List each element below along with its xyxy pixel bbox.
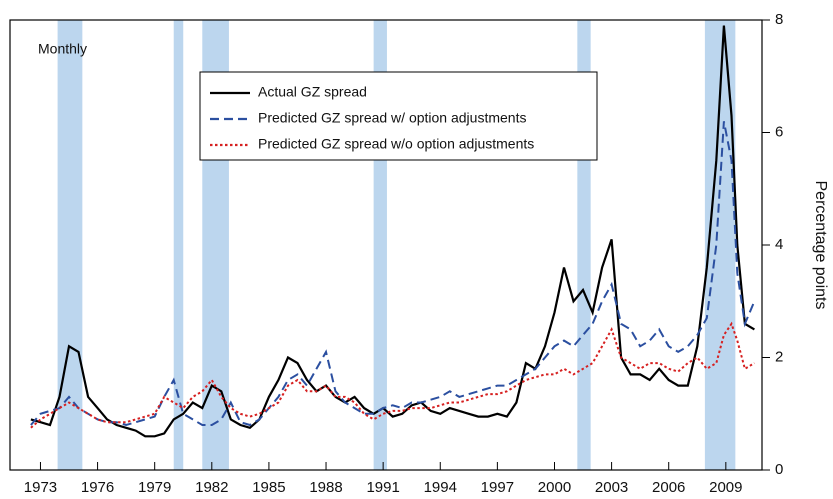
recession-band (173, 20, 184, 470)
recession-band (57, 20, 83, 470)
series-line (30, 321, 755, 429)
y-tick-label: 6 (775, 123, 783, 140)
x-tick-label: 1991 (366, 479, 399, 496)
lines-layer (30, 25, 756, 438)
y-tick-label: 0 (775, 461, 783, 478)
series-line (30, 121, 756, 427)
y-tick-label: 8 (775, 11, 783, 28)
x-tick-label: 1976 (81, 479, 114, 496)
x-tick-label: 1997 (481, 479, 514, 496)
annotation: Monthly (38, 41, 87, 57)
x-tick-label: 2000 (538, 479, 571, 496)
legend: Actual GZ spread Predicted GZ spread w/ o… (199, 71, 598, 161)
legend-label: Predicted GZ spread w/o option adjustmen… (258, 136, 534, 152)
x-tick-label: 2009 (709, 479, 742, 496)
y-axis-label: Percentage points (812, 181, 829, 310)
x-tick-label: 1994 (424, 479, 457, 496)
x-tick-label: 2003 (595, 479, 628, 496)
x-tick-label: 1973 (24, 479, 57, 496)
x-tick-label: 1979 (138, 479, 171, 496)
x-tick-label: 1985 (252, 479, 285, 496)
x-tick-label: 2006 (652, 479, 685, 496)
x-tick-label: 1988 (309, 479, 342, 496)
y-tick-label: 2 (775, 348, 783, 365)
x-tick-label: 1982 (195, 479, 228, 496)
series-line (30, 25, 755, 438)
legend-label: Predicted GZ spread w/ option adjustment… (258, 110, 526, 126)
y-tick-label: 4 (775, 236, 783, 253)
legend-box (199, 71, 598, 161)
legend-label: Actual GZ spread (258, 84, 367, 100)
